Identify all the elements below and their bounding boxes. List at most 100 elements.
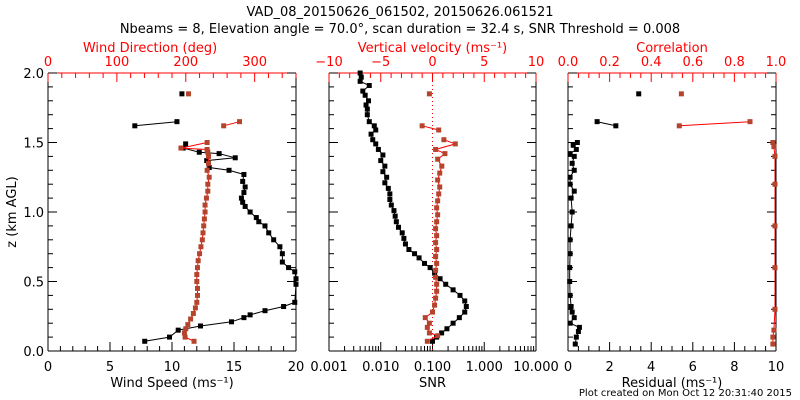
data-point — [205, 188, 211, 194]
title-line-2: Nbeams = 8, Elevation angle = 70.0°, sca… — [120, 22, 680, 37]
data-point — [183, 141, 189, 147]
data-point — [373, 141, 379, 147]
data-point — [433, 226, 439, 232]
data-point — [435, 177, 441, 183]
data-point — [568, 195, 574, 201]
data-point — [202, 209, 208, 215]
data-point — [194, 279, 200, 284]
data-point — [238, 195, 244, 201]
data-point — [229, 319, 235, 325]
data-point — [772, 153, 778, 159]
top-tick-label: −5 — [371, 55, 390, 70]
x-tick-label: 6 — [689, 360, 697, 375]
data-point — [457, 292, 463, 298]
data-point — [387, 196, 393, 202]
series-line-wind-direction — [180, 142, 210, 342]
data-point — [676, 123, 682, 129]
data-point — [364, 106, 370, 112]
data-point — [253, 215, 259, 221]
data-point — [442, 151, 448, 157]
data-point — [567, 181, 573, 187]
footer-plot-created: Plot created on Mon Oct 12 20:31:40 2015 — [579, 388, 792, 399]
data-point — [382, 180, 388, 186]
data-point — [567, 174, 573, 180]
data-point — [179, 91, 185, 97]
series-line-correlation — [772, 142, 776, 345]
data-point — [421, 260, 427, 266]
data-point — [197, 251, 203, 257]
data-point — [167, 334, 173, 340]
data-point — [174, 119, 180, 125]
x-axis-label: Residual (ms⁻¹) — [622, 376, 723, 391]
data-point — [358, 74, 364, 80]
data-point — [436, 127, 442, 133]
data-point — [441, 137, 447, 143]
data-point — [192, 305, 198, 311]
data-point — [380, 152, 386, 158]
data-point — [216, 151, 222, 157]
data-point — [435, 333, 441, 339]
data-point — [456, 315, 462, 321]
data-point — [194, 299, 200, 305]
data-point — [242, 184, 248, 190]
data-point — [293, 276, 299, 282]
data-point — [424, 338, 430, 344]
data-point — [203, 195, 209, 201]
series-line-wind-direction — [223, 121, 240, 127]
x-tick-label: 1.000 — [466, 360, 503, 375]
top-tick-label: 0.0 — [558, 55, 579, 70]
y-tick-label: 1.0 — [23, 206, 44, 221]
data-point — [206, 153, 212, 159]
data-point — [362, 92, 368, 98]
data-point — [571, 188, 577, 194]
data-point — [241, 190, 247, 196]
data-point — [406, 247, 412, 253]
data-point — [412, 251, 418, 257]
x-axis-label: Wind Speed (ms⁻¹) — [110, 376, 233, 391]
data-point — [247, 209, 253, 215]
data-point — [569, 209, 575, 215]
data-point — [384, 174, 390, 180]
data-point — [188, 316, 194, 322]
data-point — [433, 146, 439, 152]
data-point — [262, 223, 268, 229]
data-point — [574, 140, 580, 145]
data-point — [241, 171, 247, 177]
data-point — [772, 265, 778, 271]
data-point — [439, 163, 445, 169]
series-line-wind-speed — [134, 121, 178, 127]
panel-middle: 0.001 0.010 0.100 1.000 10.000 SNR −10 −5 0 5 10 Ve… — [310, 41, 558, 391]
data-point — [452, 141, 458, 147]
data-point — [567, 151, 573, 157]
data-point — [201, 216, 207, 222]
data-point — [380, 169, 386, 175]
top-tick-label: 0.4 — [641, 55, 662, 70]
data-point — [286, 265, 292, 271]
data-point — [435, 156, 441, 162]
data-point — [194, 285, 200, 291]
data-point — [292, 299, 298, 305]
data-point — [232, 155, 238, 161]
data-point — [391, 208, 397, 214]
data-point — [132, 123, 138, 129]
data-point — [292, 269, 298, 275]
data-point — [262, 308, 268, 314]
data-point — [430, 309, 435, 315]
data-point — [366, 98, 372, 104]
x-tick-label: 10 — [768, 360, 785, 375]
top-tick-label: 0.6 — [682, 55, 703, 70]
data-point — [772, 223, 778, 229]
data-point — [241, 315, 247, 321]
top-axis-label: Vertical velocity (ms⁻¹) — [358, 41, 507, 56]
data-point — [194, 265, 200, 271]
top-tick-label: 0 — [428, 55, 436, 70]
data-point — [573, 334, 579, 340]
data-point — [363, 102, 369, 108]
data-point — [567, 292, 573, 298]
top-tick-label: −10 — [315, 55, 342, 70]
x-tick-label: 8 — [730, 360, 738, 375]
top-tick-label: 0 — [44, 55, 52, 70]
data-point — [281, 304, 287, 310]
data-point — [196, 149, 202, 155]
